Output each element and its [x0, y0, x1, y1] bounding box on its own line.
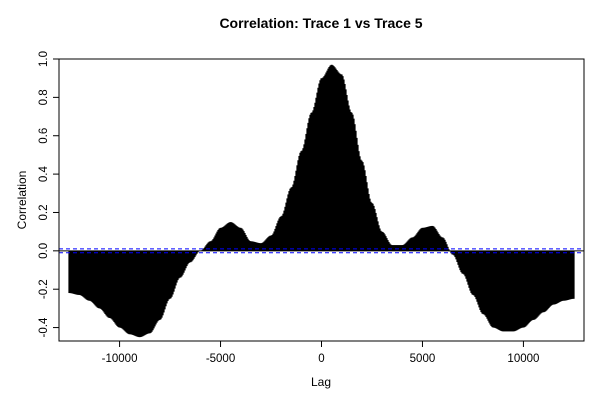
y-tick-label: 0.8 [38, 89, 50, 105]
x-tick-label: 10000 [507, 353, 539, 365]
x-tick-label: -5000 [206, 353, 235, 365]
x-tick-label: 5000 [410, 353, 436, 365]
y-tick-label: -0.2 [38, 279, 50, 299]
y-tick-label: 0.2 [38, 204, 50, 220]
x-axis-title: Lag [311, 375, 331, 389]
y-axis: -0.4 -0.2 0.0 0.2 0.4 0.6 0.8 1.0 [38, 51, 59, 337]
x-tick-label: -10000 [102, 353, 138, 365]
y-tick-label: 1.0 [38, 51, 50, 67]
x-axis: -10000 -5000 0 5000 10000 [102, 341, 539, 365]
y-tick-label: -0.4 [38, 317, 50, 337]
y-tick-label: 0.4 [38, 166, 50, 183]
x-tick-label: 0 [318, 353, 324, 365]
y-tick-label: 0.6 [38, 128, 50, 144]
chart-title: Correlation: Trace 1 vs Trace 5 [219, 15, 422, 31]
plot-frame [58, 58, 585, 342]
y-axis-title: Correlation [15, 171, 29, 230]
data-layer [59, 64, 584, 338]
y-tick-label: 0.0 [38, 243, 50, 259]
reference-lines [59, 248, 584, 254]
